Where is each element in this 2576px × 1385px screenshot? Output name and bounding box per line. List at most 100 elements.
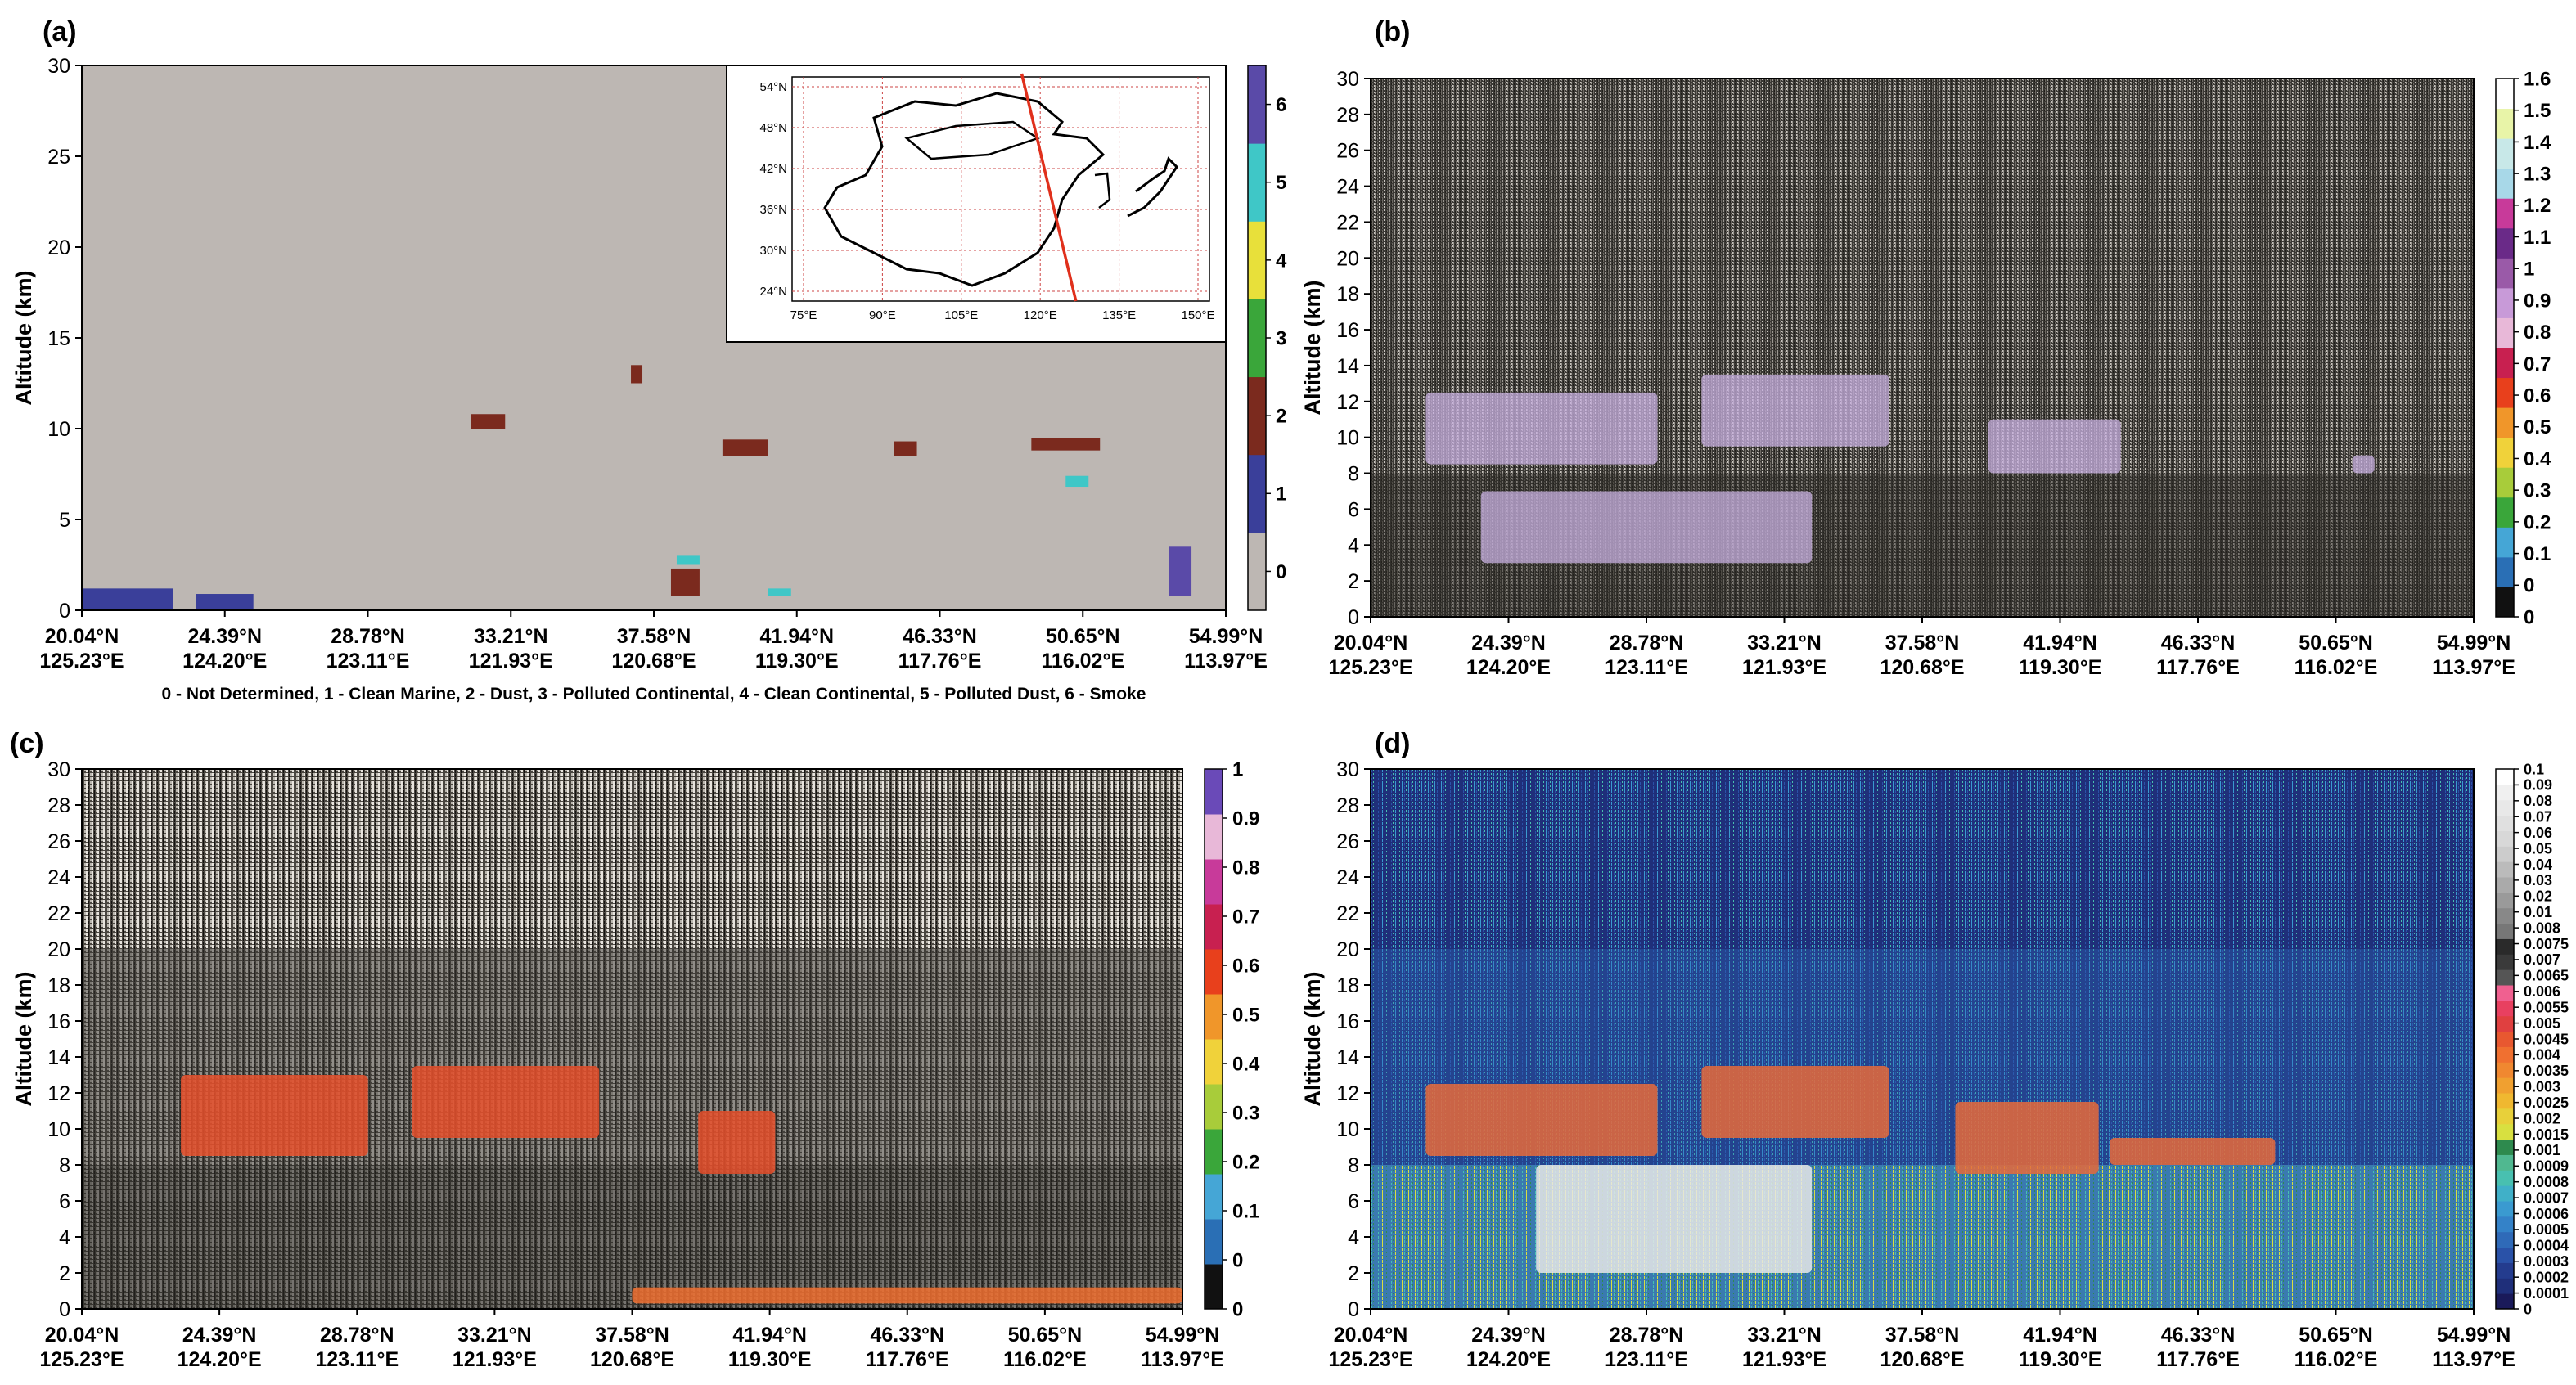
- colorbar-tick-label: 0.0009: [2524, 1158, 2569, 1175]
- x-tick-label-lat: 33.21°N: [1747, 1324, 1822, 1347]
- colorbar-tick-label: 0.0035: [2524, 1063, 2569, 1079]
- y-tick-label: 2: [1348, 1262, 1359, 1285]
- x-tick-label-lat: 24.39°N: [1471, 1324, 1546, 1347]
- colorbar-segment: [2496, 587, 2514, 618]
- y-tick-label: 12: [1336, 1082, 1359, 1105]
- inset-lat-label: 30°N: [759, 244, 787, 258]
- y-tick-label: 14: [1336, 355, 1359, 378]
- x-tick-label-lat: 33.21°N: [474, 625, 548, 648]
- x-tick-label-lat: 37.58°N: [595, 1324, 669, 1347]
- y-tick-label: 28: [1336, 794, 1359, 817]
- inset-lon-label: 75°E: [790, 308, 817, 322]
- colorbar-tick-label: 3: [1276, 327, 1286, 349]
- colorbar-segment: [1248, 143, 1266, 222]
- colorbar-segment: [2496, 556, 2514, 587]
- y-axis-label: Altitude (km): [11, 271, 36, 406]
- x-tick-label-lon: 119.30°E: [2019, 1348, 2102, 1371]
- colorbar-tick-label: 0.007: [2524, 951, 2560, 968]
- colorbar-segment: [2496, 227, 2514, 259]
- colorbar-tick-label: 0.09: [2524, 777, 2552, 794]
- x-tick-label-lat: 41.94°N: [759, 625, 834, 648]
- inset-map: 54°N 48°N 42°N 36°N 30°N 24°N75°E 90°E 105°E 120…: [726, 65, 1227, 343]
- y-tick-label: 0: [1348, 606, 1359, 629]
- colorbar-segment: [1205, 949, 1223, 995]
- colorbar-segment: [1205, 1264, 1223, 1310]
- y-tick-label: 2: [1348, 570, 1359, 593]
- colorbar-segment: [2496, 1154, 2514, 1171]
- y-tick-label: 18: [1336, 283, 1359, 306]
- y-tick-label: 16: [1336, 319, 1359, 342]
- colorbar-segment: [1248, 65, 1266, 144]
- y-tick-label: 30: [47, 758, 70, 781]
- data-feature: [1701, 374, 1889, 447]
- colorbar-segment: [2496, 799, 2514, 816]
- y-tick-label: 10: [47, 418, 70, 441]
- y-tick-label: 22: [1336, 211, 1359, 234]
- colorbar-tick-label: 0.07: [2524, 809, 2552, 825]
- data-feature: [1536, 1165, 1813, 1273]
- y-tick-label: 4: [59, 1226, 70, 1249]
- colorbar-tick-label: 0.2: [1232, 1151, 1259, 1173]
- y-tick-label: 20: [1336, 247, 1359, 270]
- x-tick-label-lat: 46.33°N: [2161, 632, 2236, 654]
- colorbar-segment: [1205, 1219, 1223, 1265]
- data-feature: [676, 555, 700, 565]
- colorbar-segment: [2496, 1262, 2514, 1279]
- colorbar-tick-label: 0.5: [1232, 1004, 1259, 1026]
- y-tick-label: 26: [1336, 830, 1359, 853]
- data-feature: [894, 441, 917, 456]
- colorbar-segment: [2496, 497, 2514, 528]
- y-tick-label: 10: [1336, 1118, 1359, 1141]
- x-tick-label-lon: 125.23°E: [1328, 1348, 1412, 1371]
- inset-japan-outline: [1127, 156, 1178, 218]
- colorbar-tick-label: 0.002: [2524, 1110, 2560, 1126]
- colorbar-tick-label: 0.1: [2524, 761, 2544, 777]
- colorbar-tick-label: 0.05: [2524, 840, 2552, 857]
- colorbar-tick-label: 0.06: [2524, 825, 2552, 841]
- data-feature: [2110, 1138, 2276, 1165]
- colorbar-tick-label: 0.6: [2524, 384, 2551, 407]
- y-tick-label: 22: [47, 902, 70, 925]
- colorbar-tick-label: 0.1: [1232, 1200, 1259, 1222]
- colorbar-tick-label: 0.0008: [2524, 1174, 2569, 1190]
- y-tick-label: 4: [1348, 1226, 1359, 1249]
- x-tick-label-lon: 125.23°E: [39, 1348, 124, 1371]
- x-tick-label-lat: 20.04°N: [1334, 1324, 1408, 1347]
- y-tick-label: 20: [1336, 938, 1359, 961]
- data-feature: [196, 594, 254, 610]
- x-tick-label-lon: 116.02°E: [1041, 650, 1124, 672]
- colorbar-tick-label: 0.9: [1232, 807, 1259, 830]
- colorbar-segment: [2496, 769, 2514, 785]
- x-tick-label-lon: 120.68°E: [611, 650, 696, 672]
- colorbar-segment: [2496, 1216, 2514, 1233]
- data-feature: [768, 588, 791, 596]
- colorbar-segment: [2496, 1046, 2514, 1063]
- panel-label: (a): [43, 16, 77, 47]
- x-tick-label-lon: 124.20°E: [1466, 656, 1551, 679]
- y-tick-label: 28: [47, 794, 70, 817]
- y-tick-label: 25: [47, 146, 70, 169]
- inset-lat-label: 24°N: [759, 285, 787, 299]
- y-tick-label: 6: [59, 1190, 70, 1213]
- x-tick-label-lat: 33.21°N: [1747, 632, 1822, 654]
- colorbar-segment: [2496, 923, 2514, 939]
- x-tick-label-lon: 121.93°E: [1742, 656, 1826, 679]
- colorbar-tick-label: 0.3: [1232, 1102, 1259, 1124]
- y-tick-label: 28: [1336, 104, 1359, 127]
- y-axis-label: Altitude (km): [1300, 972, 1325, 1107]
- colorbar-segment: [1248, 376, 1266, 456]
- colorbar-tick-label: 1: [1276, 483, 1286, 506]
- colorbar-segment: [1205, 859, 1223, 905]
- inset-lon-label: 105°E: [944, 308, 978, 322]
- x-tick-label-lat: 46.33°N: [2161, 1324, 2236, 1347]
- x-tick-label-lon: 123.11°E: [1605, 656, 1688, 679]
- colorbar-segment: [2496, 79, 2514, 110]
- colorbar-tick-label: 1: [2524, 259, 2534, 281]
- colorbar-tick-label: 0.02: [2524, 888, 2552, 905]
- colorbar-tick-label: 0.005: [2524, 1015, 2560, 1032]
- colorbar-segment: [2496, 1108, 2514, 1125]
- data-feature: [1701, 1066, 1889, 1138]
- inset-lat-label: 54°N: [759, 80, 787, 94]
